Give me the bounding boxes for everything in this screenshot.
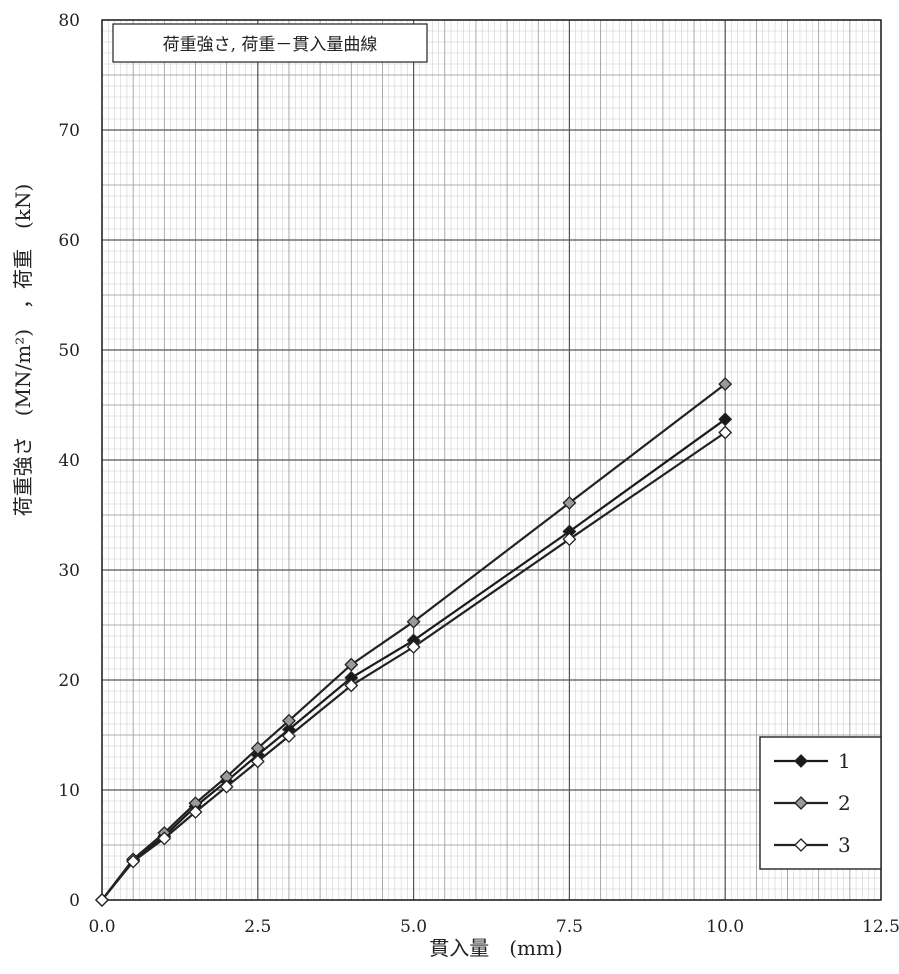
data-point — [250, 754, 265, 769]
y-tick-label: 10 — [58, 781, 80, 801]
y-tick-label: 20 — [58, 671, 80, 691]
x-tick-label: 12.5 — [862, 917, 899, 937]
data-point — [250, 741, 265, 756]
x-axis-label: 貫入量 (mm) — [429, 936, 563, 960]
legend-item: 3 — [774, 833, 851, 857]
chart-title-group: 荷重強さ, 荷重－貫入量曲線 — [112, 23, 428, 63]
x-tick-label: 5.0 — [400, 917, 427, 937]
data-point — [344, 678, 359, 693]
legend-marker — [794, 796, 808, 810]
y-tick-label: 80 — [58, 11, 80, 31]
x-tick-label: 7.5 — [556, 917, 583, 937]
legend-marker — [794, 754, 808, 768]
data-point — [219, 779, 234, 794]
data-point — [562, 495, 577, 510]
y-tick-label: 70 — [58, 121, 80, 141]
y-tick-label: 0 — [69, 891, 80, 911]
x-tick-label: 0.0 — [88, 917, 115, 937]
data-point — [718, 377, 733, 392]
legend: 1 2 3 — [759, 736, 882, 870]
data-point — [282, 713, 296, 728]
y-tick-label: 60 — [58, 231, 80, 251]
y-tick-label: 40 — [58, 451, 80, 471]
series-3 — [95, 425, 733, 907]
chart-title-box — [112, 23, 428, 63]
plot-frame — [101, 19, 882, 901]
data-point — [406, 614, 421, 629]
chart-title: 荷重強さ, 荷重－貫入量曲線 — [163, 35, 378, 55]
data-point — [95, 893, 109, 907]
data-point — [406, 640, 421, 654]
y-tick-label: 30 — [58, 561, 80, 581]
x-tick-label: 2.5 — [244, 917, 271, 937]
legend-label: 2 — [838, 791, 851, 815]
data-point — [344, 657, 359, 672]
legend-label: 3 — [838, 833, 851, 857]
data-point — [126, 854, 141, 869]
series-2 — [95, 377, 733, 907]
data-point — [157, 831, 172, 846]
legend-item: 2 — [774, 791, 851, 815]
data-point — [718, 412, 733, 427]
y-tick-label: 50 — [58, 341, 80, 361]
data-point — [718, 425, 733, 440]
data-point — [282, 729, 296, 744]
x-tick-label: 10.0 — [706, 917, 744, 937]
axes: 0.0 2.5 5.0 7.5 10.0 12.5 0 10 20 30 40 50 60 70 80 — [58, 11, 899, 937]
y-axis-label: 荷重強さ (MN/m²) ，荷重 (kN) — [11, 184, 35, 517]
legend-marker — [794, 838, 808, 852]
data-point — [562, 532, 577, 547]
legend-label: 1 — [838, 749, 851, 773]
series-group — [95, 377, 733, 907]
data-point — [188, 805, 203, 819]
legend-item: 1 — [774, 749, 851, 773]
